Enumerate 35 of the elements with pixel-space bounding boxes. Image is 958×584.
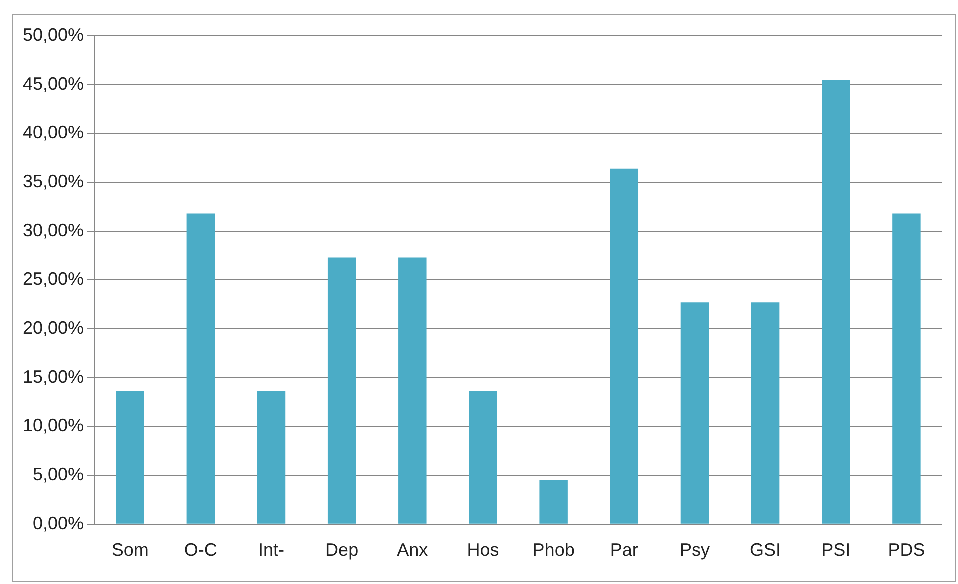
bar (186, 214, 216, 524)
y-tick-label: 0,00% (33, 513, 84, 534)
bar (398, 258, 427, 524)
y-tick-label: 45,00% (22, 74, 84, 94)
y-tick-label: 15,00% (22, 366, 84, 387)
bar (892, 214, 921, 524)
bar (469, 392, 498, 524)
y-tick-label: 5,00% (33, 464, 84, 485)
y-tick-label: 10,00% (22, 416, 84, 436)
x-tick-label: Hos (467, 540, 500, 560)
bar (328, 258, 356, 524)
y-tick-label: 30,00% (22, 220, 84, 240)
x-tick-label: PDS (888, 540, 926, 560)
bar (540, 480, 568, 524)
y-tick-label: 20,00% (22, 318, 84, 338)
x-tick-label: Som (112, 540, 149, 560)
y-tick-label: 35,00% (22, 171, 84, 192)
x-tick-label: GSI (750, 540, 782, 560)
x-tick-label: Par (610, 540, 638, 560)
x-tick-label: O-C (184, 540, 218, 560)
y-tick-label: 40,00% (22, 122, 84, 143)
x-tick-label: Anx (397, 540, 428, 560)
y-tick-label: 25,00% (22, 269, 84, 290)
x-tick-label: Dep (326, 540, 359, 560)
bar (610, 168, 639, 524)
bar (257, 392, 286, 524)
y-tick-label: 50,00% (22, 24, 84, 45)
bar (822, 80, 850, 524)
x-tick-label: Int- (258, 540, 285, 560)
bar (116, 392, 144, 524)
bar (751, 302, 780, 524)
x-tick-label: Phob (532, 540, 575, 560)
x-tick-label: PSI (822, 540, 851, 560)
x-tick-label: Psy (680, 540, 710, 560)
bar (680, 302, 710, 524)
